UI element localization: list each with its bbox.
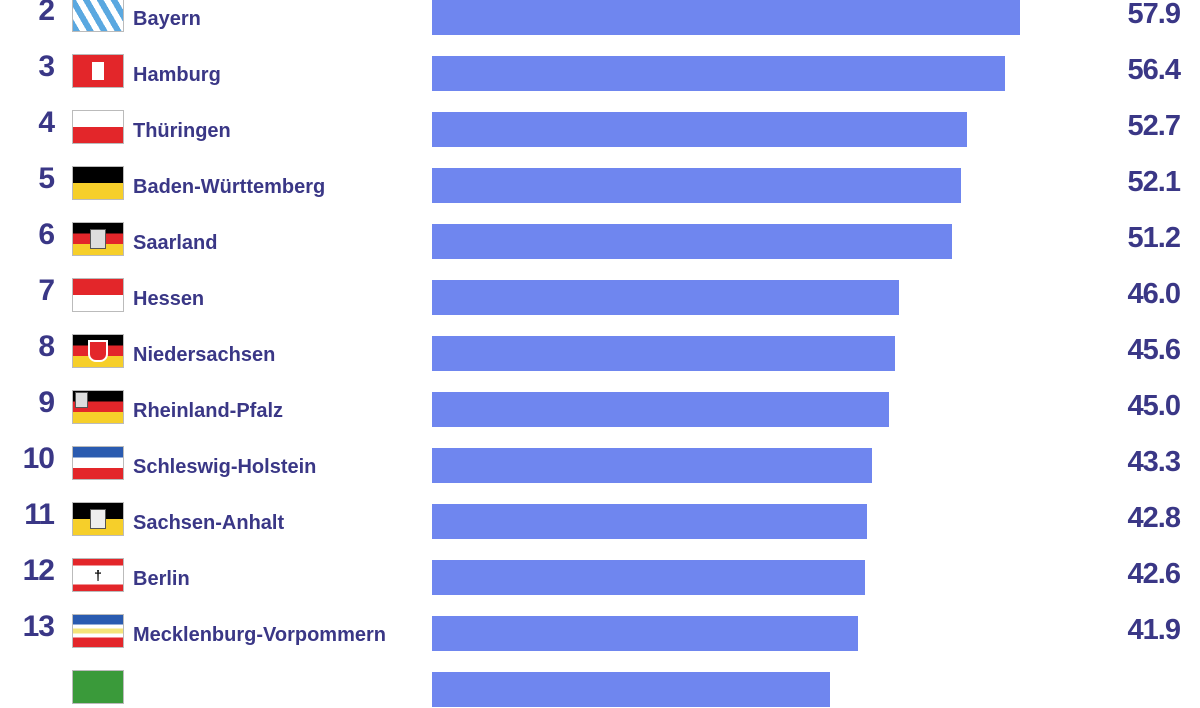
bar-row: 11 Sachsen-Anhalt 42.8 (0, 498, 1200, 540)
state-label: Berlin (133, 568, 190, 590)
flag-bw-icon (72, 166, 124, 200)
value-label: 57.9 (1127, 0, 1181, 30)
bar (432, 112, 968, 147)
value-label: 45.0 (1127, 390, 1181, 422)
flag-saarland-icon (72, 222, 124, 256)
bar-row: 10 Schleswig-Holstein 43.3 (0, 442, 1200, 484)
rank-label: 12 (22, 554, 55, 587)
bar (432, 0, 1020, 35)
bar (432, 280, 900, 315)
value-label: 46.0 (1127, 278, 1181, 310)
bar-row: 9 Rheinland-Pfalz 45.0 (0, 386, 1200, 428)
bar-row: 3 Hamburg 56.4 (0, 50, 1200, 92)
state-label: Hessen (133, 288, 205, 310)
flag-niedersachsen-icon (72, 334, 124, 368)
bar (432, 504, 867, 539)
state-label: Rheinland-Pfalz (133, 400, 284, 422)
rank-label: 9 (38, 386, 55, 419)
bar (432, 448, 872, 483)
rank-label: 2 (38, 0, 55, 27)
bar-row: 5 Baden-Württemberg 52.1 (0, 162, 1200, 204)
bar-row: 6 Saarland 51.2 (0, 218, 1200, 260)
flag-thueringen-icon (72, 110, 124, 144)
bar-row: 13 Mecklenburg-Vorpommern 41.9 (0, 610, 1200, 652)
bar-row: 12 † Berlin 42.6 (0, 554, 1200, 596)
state-label: Saarland (133, 232, 218, 254)
bar (432, 560, 865, 595)
bar (432, 336, 896, 371)
rank-label: 3 (38, 50, 55, 83)
bar (432, 224, 952, 259)
bar (432, 392, 889, 427)
value-label: 52.1 (1127, 166, 1181, 198)
flag-hamburg-icon (72, 54, 124, 88)
flag-bayern-icon (72, 0, 124, 32)
rank-label: 8 (38, 330, 55, 363)
value-label: 52.7 (1127, 110, 1181, 142)
bar-row: 8 Niedersachsen 45.6 (0, 330, 1200, 372)
flag-sachsen-anhalt-icon (72, 502, 124, 536)
rank-label: 4 (38, 106, 55, 139)
bar (432, 56, 1005, 91)
state-label: Hamburg (133, 64, 221, 86)
value-label: 43.3 (1127, 446, 1181, 478)
rank-label: 5 (38, 162, 55, 195)
flag-berlin-icon: † (72, 558, 124, 592)
bar (432, 672, 831, 707)
state-label: Baden-Württemberg (133, 176, 326, 198)
rank-label: 10 (22, 442, 55, 475)
rank-label: 13 (22, 610, 55, 643)
bar (432, 168, 962, 203)
rank-label: 7 (38, 274, 55, 307)
value-label: 41.9 (1127, 614, 1181, 646)
bar-row: 4 Thüringen 52.7 (0, 106, 1200, 148)
flag-sh-icon (72, 446, 124, 480)
value-label: 56.4 (1127, 54, 1181, 86)
state-label: Mecklenburg-Vorpommern (133, 624, 386, 646)
value-label: 42.8 (1127, 502, 1181, 534)
bar-row-partial (0, 670, 1200, 708)
value-label: 51.2 (1127, 222, 1181, 254)
state-label: Bayern (133, 8, 201, 30)
flag-hessen-icon (72, 278, 124, 312)
flag-rlp-icon (72, 390, 124, 424)
rank-label: 6 (38, 218, 55, 251)
state-label: Sachsen-Anhalt (133, 512, 285, 534)
bar-row: 7 Hessen 46.0 (0, 274, 1200, 316)
value-label: 45.6 (1127, 334, 1181, 366)
rank-label: 11 (24, 498, 55, 531)
flag-green-icon (72, 670, 124, 704)
value-label: 42.6 (1127, 558, 1181, 590)
flag-mv-icon (72, 614, 124, 648)
state-label: Thüringen (133, 120, 231, 142)
bar-row: 2 Bayern 57.9 (0, 0, 1200, 36)
bar (432, 616, 858, 651)
state-label: Niedersachsen (133, 344, 276, 366)
state-label: Schleswig-Holstein (133, 456, 317, 478)
